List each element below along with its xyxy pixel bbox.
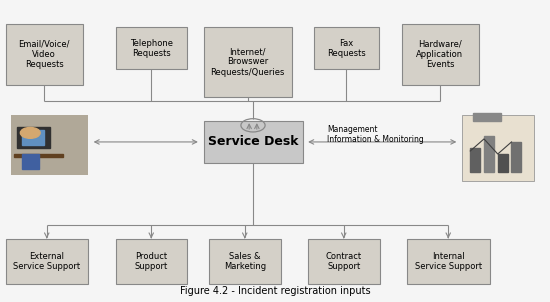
Bar bbox=[16, 127, 50, 148]
FancyBboxPatch shape bbox=[6, 239, 88, 284]
FancyBboxPatch shape bbox=[462, 115, 534, 181]
Text: Internal
Service Support: Internal Service Support bbox=[415, 252, 482, 271]
Bar bbox=[22, 130, 44, 145]
Text: Management
Information & Monitoring: Management Information & Monitoring bbox=[327, 125, 424, 144]
Bar bbox=[498, 154, 508, 172]
FancyBboxPatch shape bbox=[314, 27, 380, 69]
Text: Service Desk: Service Desk bbox=[208, 135, 298, 149]
Text: Internet/
Browswer
Requests/Queries: Internet/ Browswer Requests/Queries bbox=[210, 47, 285, 77]
Text: Figure 4.2 - Incident registration inputs: Figure 4.2 - Incident registration input… bbox=[180, 286, 370, 296]
Circle shape bbox=[20, 127, 40, 138]
Text: Sales &
Marketing: Sales & Marketing bbox=[224, 252, 266, 271]
FancyBboxPatch shape bbox=[209, 239, 280, 284]
FancyBboxPatch shape bbox=[402, 24, 478, 85]
FancyBboxPatch shape bbox=[407, 239, 490, 284]
Text: Hardware/
Application
Events: Hardware/ Application Events bbox=[416, 40, 464, 69]
FancyBboxPatch shape bbox=[308, 239, 380, 284]
Text: External
Service Support: External Service Support bbox=[13, 252, 80, 271]
FancyBboxPatch shape bbox=[204, 121, 302, 163]
Text: Telephone
Requests: Telephone Requests bbox=[130, 39, 173, 58]
FancyBboxPatch shape bbox=[6, 24, 82, 85]
FancyBboxPatch shape bbox=[204, 27, 292, 97]
FancyBboxPatch shape bbox=[116, 27, 187, 69]
Text: Contract
Support: Contract Support bbox=[326, 252, 362, 271]
Bar bbox=[473, 113, 500, 121]
Bar bbox=[22, 154, 38, 169]
FancyBboxPatch shape bbox=[116, 239, 187, 284]
Text: Email/Voice/
Video
Requests: Email/Voice/ Video Requests bbox=[18, 40, 70, 69]
Text: Product
Support: Product Support bbox=[135, 252, 168, 271]
FancyBboxPatch shape bbox=[11, 115, 88, 175]
Bar bbox=[14, 154, 63, 157]
Bar bbox=[484, 136, 494, 172]
Text: Fax
Requests: Fax Requests bbox=[327, 39, 366, 58]
Bar bbox=[512, 142, 521, 172]
Bar bbox=[470, 148, 480, 172]
